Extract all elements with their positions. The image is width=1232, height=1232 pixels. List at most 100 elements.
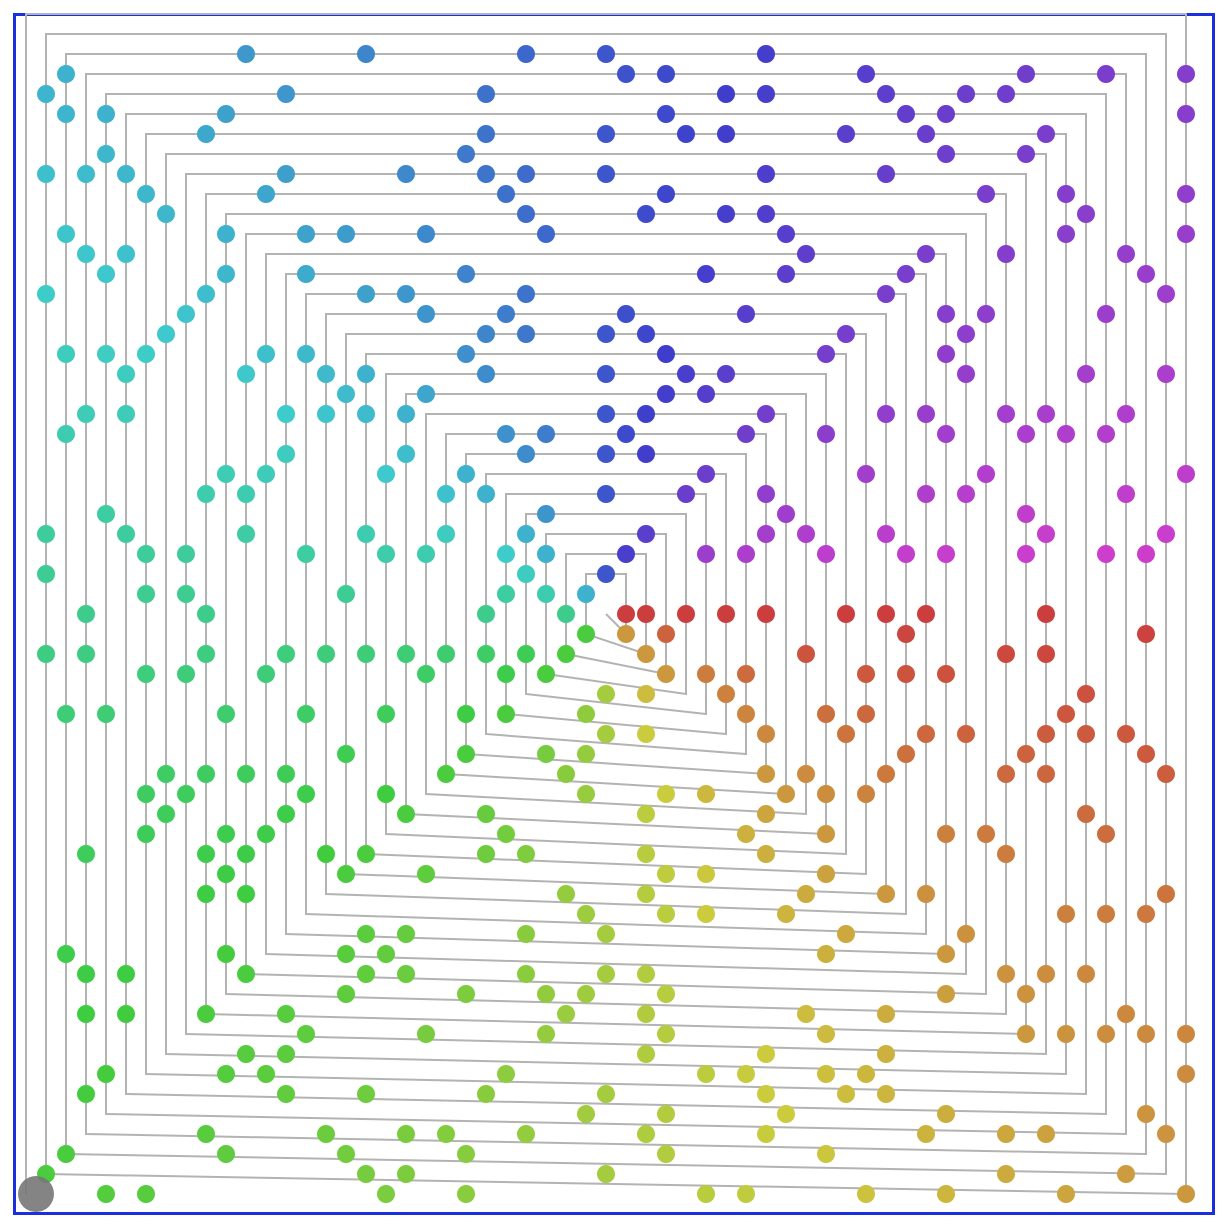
prime-dot [77,405,95,423]
prime-dot [397,645,415,663]
prime-dot [137,185,155,203]
prime-dot [597,45,615,63]
prime-dot [757,405,775,423]
prime-dot [397,925,415,943]
prime-dot [1137,545,1155,563]
prime-dot [257,465,275,483]
prime-dot [657,185,675,203]
prime-dot [697,865,715,883]
prime-dot [537,545,555,563]
prime-dot [1097,905,1115,923]
prime-dot [317,365,335,383]
prime-dot [957,925,975,943]
prime-dot [477,325,495,343]
prime-dot [277,805,295,823]
prime-dot [757,85,775,103]
prime-dot [97,705,115,723]
prime-dot [1137,625,1155,643]
prime-dot [517,845,535,863]
prime-dot [1057,905,1075,923]
prime-dot [297,345,315,363]
prime-dot [397,405,415,423]
prime-dot [1177,1025,1195,1043]
prime-dot [357,405,375,423]
prime-dot [857,785,875,803]
prime-dot [477,605,495,623]
prime-dot [757,205,775,223]
prime-dot [57,345,75,363]
prime-dot [357,1165,375,1183]
prime-dot [77,165,95,183]
prime-dot [517,445,535,463]
prime-dot [97,1065,115,1083]
prime-dot [557,885,575,903]
prime-dot [337,745,355,763]
prime-dot [657,1105,675,1123]
prime-dot [137,585,155,603]
prime-dot [917,725,935,743]
prime-dot [297,225,315,243]
prime-dot [1037,125,1055,143]
prime-dot [397,165,415,183]
prime-dot [137,785,155,803]
prime-dot [197,1005,215,1023]
prime-dot [877,765,895,783]
prime-dot [637,1125,655,1143]
prime-dot [1177,225,1195,243]
prime-dot [217,945,235,963]
prime-dot [377,945,395,963]
prime-dot [657,1145,675,1163]
prime-dot [697,465,715,483]
prime-dot [777,265,795,283]
prime-dot [817,345,835,363]
prime-dot [817,1145,835,1163]
prime-dot [637,805,655,823]
prime-dot [37,285,55,303]
prime-dot [277,645,295,663]
prime-dot [1117,245,1135,263]
prime-dot [757,525,775,543]
prime-dot [757,165,775,183]
prime-dot [1117,485,1135,503]
prime-dot [557,645,575,663]
prime-dot [697,385,715,403]
prime-dot [97,265,115,283]
prime-dot [937,305,955,323]
prime-dot [117,165,135,183]
prime-dot [837,125,855,143]
prime-dot [937,545,955,563]
prime-dot [597,1085,615,1103]
prime-dot [1097,305,1115,323]
prime-dot [757,1045,775,1063]
prime-dot [1157,285,1175,303]
prime-dot [1017,545,1035,563]
prime-dot [597,1165,615,1183]
prime-dot [637,685,655,703]
prime-dot [137,825,155,843]
prime-dot [1037,525,1055,543]
prime-dot [1137,1105,1155,1123]
prime-dot [637,205,655,223]
prime-dot [1017,985,1035,1003]
prime-dot [977,465,995,483]
prime-dot [657,985,675,1003]
prime-dot [157,765,175,783]
prime-dot [117,525,135,543]
prime-dot [897,105,915,123]
prime-dot [937,945,955,963]
prime-dot [157,205,175,223]
prime-dot [1037,405,1055,423]
prime-dot [597,325,615,343]
prime-dot [1097,545,1115,563]
prime-dot [757,765,775,783]
prime-dot [857,465,875,483]
prime-dot [357,925,375,943]
prime-dot [717,205,735,223]
prime-dot [1117,1005,1135,1023]
prime-dot [117,245,135,263]
prime-dot [1057,705,1075,723]
prime-dot [57,225,75,243]
prime-dot [177,665,195,683]
prime-dot [457,705,475,723]
prime-dot [917,125,935,143]
